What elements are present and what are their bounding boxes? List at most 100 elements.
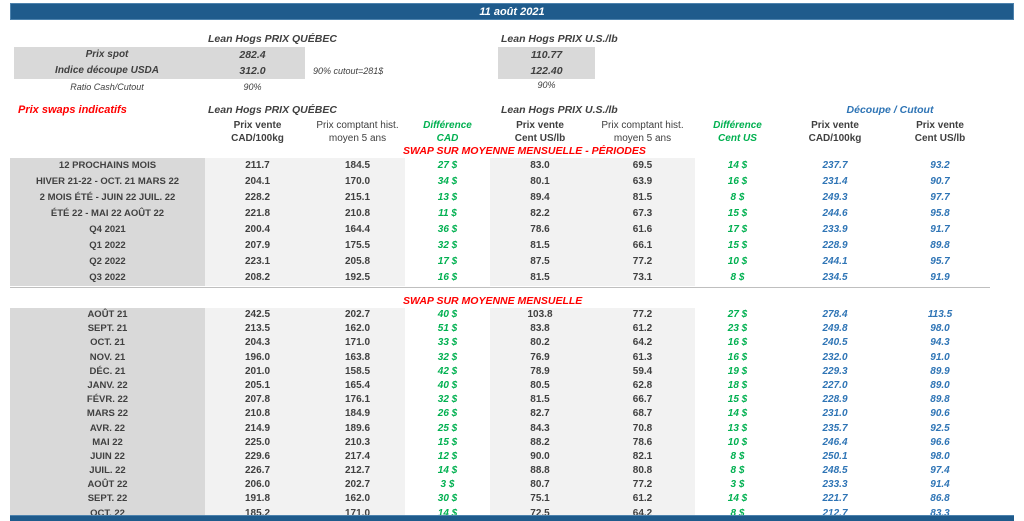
row-label: AVR. 22	[10, 421, 205, 436]
value-cell: 212.7	[310, 464, 405, 479]
value-cell: 3 $	[730, 479, 745, 491]
report-date: 11 août 2021	[479, 5, 545, 18]
value-cell: 242.5	[205, 308, 310, 323]
value-cell: 8 $	[730, 507, 745, 519]
value-cell: 90.0	[490, 449, 590, 465]
swaps-quebec-title: Lean Hogs PRIX QUÉBEC	[208, 104, 337, 116]
cutout-note: 90% cutout=281$	[313, 66, 384, 76]
value-cell: 63.9	[590, 174, 695, 190]
column-header: Prix vente Cent US/lb	[514, 120, 566, 144]
row-label: OCT. 21	[10, 336, 205, 351]
table-row: SEPT. 21 213.5 162.0 51 $ 83.8 61.2 23 $ 249.8 9…	[10, 322, 990, 337]
value-cell: 184.5	[310, 158, 405, 174]
value-cell: 80.1	[490, 174, 590, 190]
value-cell: 223.1	[205, 254, 310, 270]
spot-quebec-value: 90%	[243, 81, 262, 92]
value-cell: 36 $	[437, 224, 458, 235]
row-label: JUIL. 22	[10, 464, 205, 479]
value-cell: 93.2	[930, 160, 950, 171]
row-label: Q4 2021	[10, 222, 205, 238]
table-row: AVR. 22 214.9 189.6 25 $ 84.3 70.8 13 $ 235.7 92…	[10, 421, 990, 436]
value-cell: 213.5	[205, 322, 310, 337]
row-label: MARS 22	[10, 407, 205, 422]
value-cell: 15 $	[727, 394, 748, 406]
value-cell: 15 $	[727, 208, 748, 219]
value-cell: 66.1	[590, 238, 695, 254]
table-row: AOÛT 22 206.0 202.7 3 $ 80.7 77.2 3 $ 233.3 91.4	[10, 478, 990, 493]
value-cell: 80.7	[490, 478, 590, 493]
value-cell: 202.7	[310, 308, 405, 323]
value-cell: 227.0	[822, 379, 848, 391]
value-cell: 192.5	[310, 270, 405, 286]
value-cell: 69.5	[590, 158, 695, 174]
table-row: FÉVR. 22 207.8 176.1 32 $ 81.5 66.7 15 $ 228.9 8…	[10, 393, 990, 408]
value-cell: 184.9	[310, 407, 405, 422]
value-cell: 10 $	[727, 256, 748, 267]
spot-price-table: Prix spot 282.4 Indice découpe USDA 312.…	[14, 47, 484, 95]
periods-section: 12 PROCHAINS MOIS 211.7 184.5 27 $ 83.0 69.5 1…	[10, 158, 990, 286]
value-cell: 8 $	[730, 465, 745, 477]
value-cell: 231.4	[822, 176, 848, 187]
spot-label: Indice découpe USDA	[14, 63, 200, 79]
value-cell: 89.8	[930, 240, 950, 251]
spot-us-values: 110.77 122.40 90%	[498, 47, 595, 92]
table-row: SEPT. 22 191.8 162.0 30 $ 75.1 61.2 14 $ 221.7 8…	[10, 492, 990, 507]
value-cell: 162.0	[310, 492, 405, 507]
value-cell: 80.8	[590, 464, 695, 479]
value-cell: 82.1	[590, 449, 695, 465]
column-header: Prix vente CAD/100kg	[808, 120, 862, 144]
value-cell: 90.6	[930, 408, 950, 420]
value-cell: 240.5	[822, 337, 848, 349]
value-cell: 97.7	[930, 192, 950, 203]
row-label: SEPT. 22	[10, 492, 205, 507]
value-cell: 16 $	[727, 351, 748, 363]
row-label: 2 MOIS ÉTÉ - JUIN 22 JUIL. 22	[10, 190, 205, 206]
value-cell: 175.5	[310, 238, 405, 254]
value-cell: 103.8	[490, 308, 590, 323]
value-cell: 14 $	[727, 160, 748, 171]
value-cell: 8 $	[730, 450, 745, 462]
value-cell: 88.8	[490, 464, 590, 479]
value-cell: 77.2	[590, 308, 695, 323]
row-label: AOÛT 22	[10, 478, 205, 493]
column-header: Prix vente CAD/100kg	[231, 120, 284, 144]
value-cell: 210.8	[205, 407, 310, 422]
row-label: 12 PROCHAINS MOIS	[10, 158, 205, 174]
value-cell: 84.3	[490, 421, 590, 436]
value-cell: 81.5	[590, 190, 695, 206]
value-cell: 214.9	[205, 421, 310, 436]
value-cell: 205.1	[205, 378, 310, 394]
swaps-us-title: Lean Hogs PRIX U.S./lb	[501, 104, 618, 116]
value-cell: 163.8	[310, 350, 405, 365]
value-cell: 42 $	[437, 365, 458, 377]
value-cell: 217.4	[310, 449, 405, 465]
spot-us-value: 122.40	[498, 63, 595, 79]
value-cell: 233.3	[822, 479, 848, 491]
value-cell: 244.6	[822, 208, 848, 219]
spot-us-value: 110.77	[498, 47, 595, 63]
value-cell: 91.9	[930, 272, 950, 283]
value-cell: 91.4	[930, 479, 950, 491]
value-cell: 86.8	[930, 493, 950, 505]
table-row: AOÛT 21 242.5 202.7 40 $ 103.8 77.2 27 $ 278.4 1…	[10, 308, 990, 323]
value-cell: 89.0	[930, 379, 950, 391]
row-label: JANV. 22	[10, 378, 205, 394]
value-cell: 64.2	[590, 336, 695, 351]
section-divider	[10, 287, 990, 295]
value-cell: 164.4	[310, 222, 405, 238]
value-cell: 23 $	[727, 323, 748, 335]
value-cell: 13 $	[437, 192, 458, 203]
row-label: MAI 22	[10, 435, 205, 450]
value-cell: 81.5	[490, 238, 590, 254]
value-cell: 235.7	[822, 422, 848, 434]
value-cell: 95.7	[930, 256, 950, 267]
value-cell: 98.0	[930, 323, 950, 335]
value-cell: 81.5	[490, 270, 590, 286]
table-row: 12 PROCHAINS MOIS 211.7 184.5 27 $ 83.0 69.5 1…	[10, 158, 990, 174]
value-cell: 89.4	[490, 190, 590, 206]
value-cell: 225.0	[205, 435, 310, 450]
value-cell: 234.5	[822, 272, 848, 283]
value-cell: 10 $	[727, 436, 748, 448]
date-header-bar: 11 août 2021	[10, 3, 1014, 20]
table-row: JANV. 22 205.1 165.4 40 $ 80.5 62.8 18 $ 227.0 8…	[10, 378, 990, 394]
